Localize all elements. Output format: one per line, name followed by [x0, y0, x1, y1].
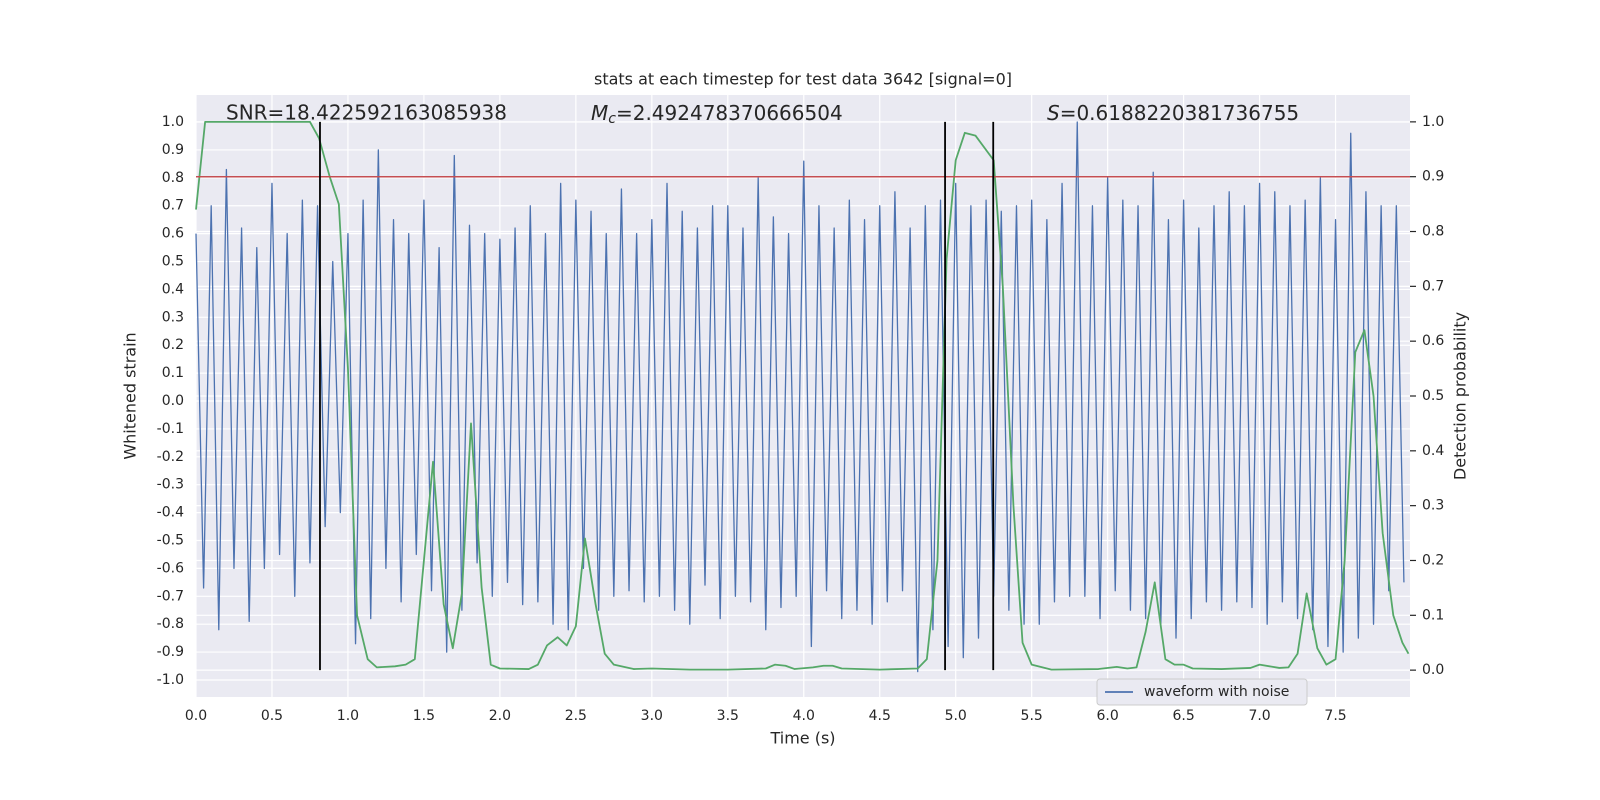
x-tick-label: 5.0	[945, 708, 967, 724]
marks	[195, 120, 1410, 673]
labels: 0.0 0.5 1.0 1.5 2.0 2.5 3.0 3.5 4.0 4.5 5.0 5.5 6.0 6…	[157, 114, 1445, 724]
annotation: SNR=18.422592163085938	[226, 101, 507, 125]
y2-tick-label: 0.3	[1422, 498, 1444, 514]
x-axis-label: Time (s)	[769, 729, 835, 748]
annotation: Mc=2.492478370666504	[591, 101, 843, 128]
x-tick-label: 2.5	[565, 708, 587, 724]
y-tick-label: 0.4	[162, 281, 184, 297]
annotation: S=0.6188220381736755	[1047, 101, 1299, 125]
legend-label: waveform with noise	[1144, 684, 1289, 700]
y-tick-label: 0.6	[162, 226, 184, 242]
y2-tick-label: 0.1	[1422, 607, 1444, 623]
x-tick-label: 1.0	[337, 708, 359, 724]
legend-box	[1096, 678, 1308, 706]
y-tick-label: -0.4	[157, 505, 184, 521]
y2-tick-label: 0.8	[1422, 224, 1444, 240]
x-tick-label: 4.5	[869, 708, 891, 724]
y-tick-label: 0.3	[162, 309, 184, 325]
x-tick-label: 3.0	[641, 708, 663, 724]
y-tick-label: -0.6	[157, 560, 184, 576]
x-tick-label: 0.5	[261, 708, 283, 724]
y2-tick-label: 0.5	[1422, 388, 1444, 404]
series-line	[195, 120, 1410, 671]
annotation-text: =2.492478370666504	[616, 101, 843, 125]
y-tick-label: -0.5	[157, 533, 184, 549]
x-tick-label: 0.0	[185, 708, 207, 724]
y-tick-label: 1.0	[162, 114, 184, 130]
y-tick-label: 0.7	[162, 198, 184, 214]
y-tick-label: -0.7	[157, 588, 184, 604]
chart-title: stats at each timestep for test data 364…	[594, 70, 1012, 89]
y-axis-label: Whitened strain	[121, 332, 140, 459]
y-tick-label: -0.8	[157, 616, 184, 632]
y-tick-label: -0.3	[157, 477, 184, 493]
x-tick-label: 6.5	[1172, 708, 1194, 724]
y-tick-label: -0.9	[157, 644, 184, 660]
annotation-symbol: M	[591, 101, 608, 125]
annotation-text: =0.6188220381736755	[1060, 101, 1299, 125]
y2-tick-label: 0.6	[1422, 333, 1444, 349]
x-tick-label: 2.0	[489, 708, 511, 724]
x-tick-label: 4.0	[793, 708, 815, 724]
y-tick-label: -0.2	[157, 449, 184, 465]
annotation-subscript: c	[608, 111, 616, 127]
x-tick-label: 7.0	[1248, 708, 1270, 724]
annotation-symbol: S	[1047, 101, 1060, 125]
series-line	[195, 121, 1405, 673]
y2-tick-label: 0.7	[1422, 278, 1444, 294]
y2-axis-label: Detection probability	[1451, 312, 1470, 480]
y-tick-label: 0.0	[162, 393, 184, 409]
x-tick-label: 6.0	[1097, 708, 1119, 724]
x-tick-label: 1.5	[413, 708, 435, 724]
y-tick-label: -1.0	[157, 672, 184, 688]
x-tick-label: 3.5	[717, 708, 739, 724]
y-tick-label: 0.5	[162, 254, 184, 270]
y-tick-label: 0.1	[162, 365, 184, 381]
x-tick-label: 7.5	[1324, 708, 1346, 724]
y2-tick-label: 1.0	[1422, 114, 1444, 130]
y2-tick-label: 0.4	[1422, 443, 1444, 459]
x-tick-label: 5.5	[1021, 708, 1043, 724]
y-tick-label: -0.1	[157, 421, 184, 437]
y2-tick-label: 0.9	[1422, 169, 1444, 185]
y2-tick-label: 0.0	[1422, 662, 1444, 678]
legend: waveform with noise	[1096, 678, 1308, 706]
y-tick-label: 0.2	[162, 337, 184, 353]
y-tick-label: 0.9	[162, 142, 184, 158]
y-tick-label: 0.8	[162, 170, 184, 186]
y2-tick-label: 0.2	[1422, 552, 1444, 568]
